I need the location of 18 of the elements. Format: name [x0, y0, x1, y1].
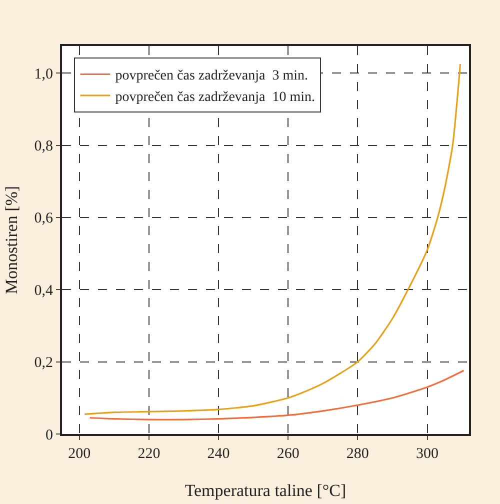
line-series	[89, 370, 465, 420]
x-tick-label: 300	[416, 446, 439, 462]
y-tick-label: 0,8	[34, 138, 53, 155]
legend-label: povprečen čas zadrževanja 10 min.	[115, 90, 316, 105]
y-tick-label: 0	[46, 427, 53, 444]
y-axis-title: Monostiren [%]	[2, 186, 21, 294]
x-tick-label: 260	[276, 446, 300, 462]
legend-label: povprečen čas zadrževanja 3 min.	[115, 68, 308, 84]
y-tick-label: 0,6	[34, 210, 54, 227]
x-tick-label: 240	[207, 446, 230, 462]
line-series	[84, 63, 462, 415]
x-tick-label: 280	[346, 446, 369, 462]
y-tick-label: 1,0	[34, 66, 53, 82]
y-tick-label: 0,4	[34, 282, 54, 299]
x-axis-title: Temperatura taline [°C]	[184, 481, 346, 500]
x-tick-label: 200	[68, 446, 91, 462]
x-tick-label: 220	[138, 446, 160, 462]
y-tick-label: 0,2	[34, 355, 53, 372]
